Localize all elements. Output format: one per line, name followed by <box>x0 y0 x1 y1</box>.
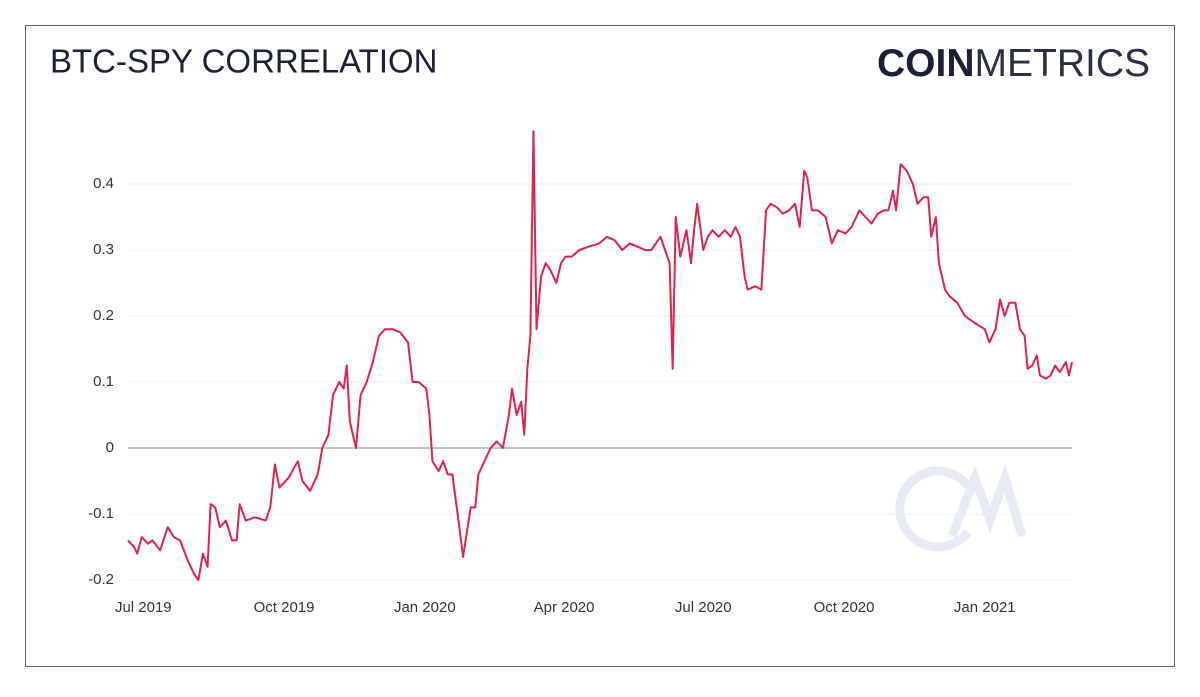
y-tick-label: 0.3 <box>93 241 114 258</box>
frame <box>25 25 1175 667</box>
x-tick-label: Oct 2019 <box>254 599 315 616</box>
x-tick-label: Apr 2020 <box>534 599 595 616</box>
chart-title: BTC-SPY CORRELATION <box>50 43 438 80</box>
brand-bold: COIN <box>877 42 975 85</box>
x-tick-label: Oct 2020 <box>814 599 875 616</box>
x-tick-label: Jul 2020 <box>675 599 732 616</box>
watermark <box>895 463 1027 552</box>
y-tick-label: 0.2 <box>93 307 114 324</box>
y-tick-label: -0.2 <box>88 571 114 588</box>
y-tick-label: 0.4 <box>93 175 114 192</box>
brand-logo: COINMETRICS <box>877 42 1150 85</box>
x-tick-label: Jan 2021 <box>954 599 1016 616</box>
y-tick-label: 0.1 <box>93 373 114 390</box>
y-tick-label: 0 <box>106 439 114 456</box>
brand-light: METRICS <box>975 42 1151 85</box>
x-tick-label: Jul 2019 <box>115 599 172 616</box>
y-tick-label: -0.1 <box>88 505 114 522</box>
grid: -0.2 -0.1 0 0.1 0.2 0.3 0.4 Jul 2019 Oct 2019 Jan… <box>88 175 1072 616</box>
series-line <box>127 130 1073 581</box>
plot <box>127 130 1073 581</box>
x-tick-label: Jan 2020 <box>394 599 456 616</box>
watermark-c <box>895 466 972 552</box>
watermark-m <box>947 463 1027 538</box>
